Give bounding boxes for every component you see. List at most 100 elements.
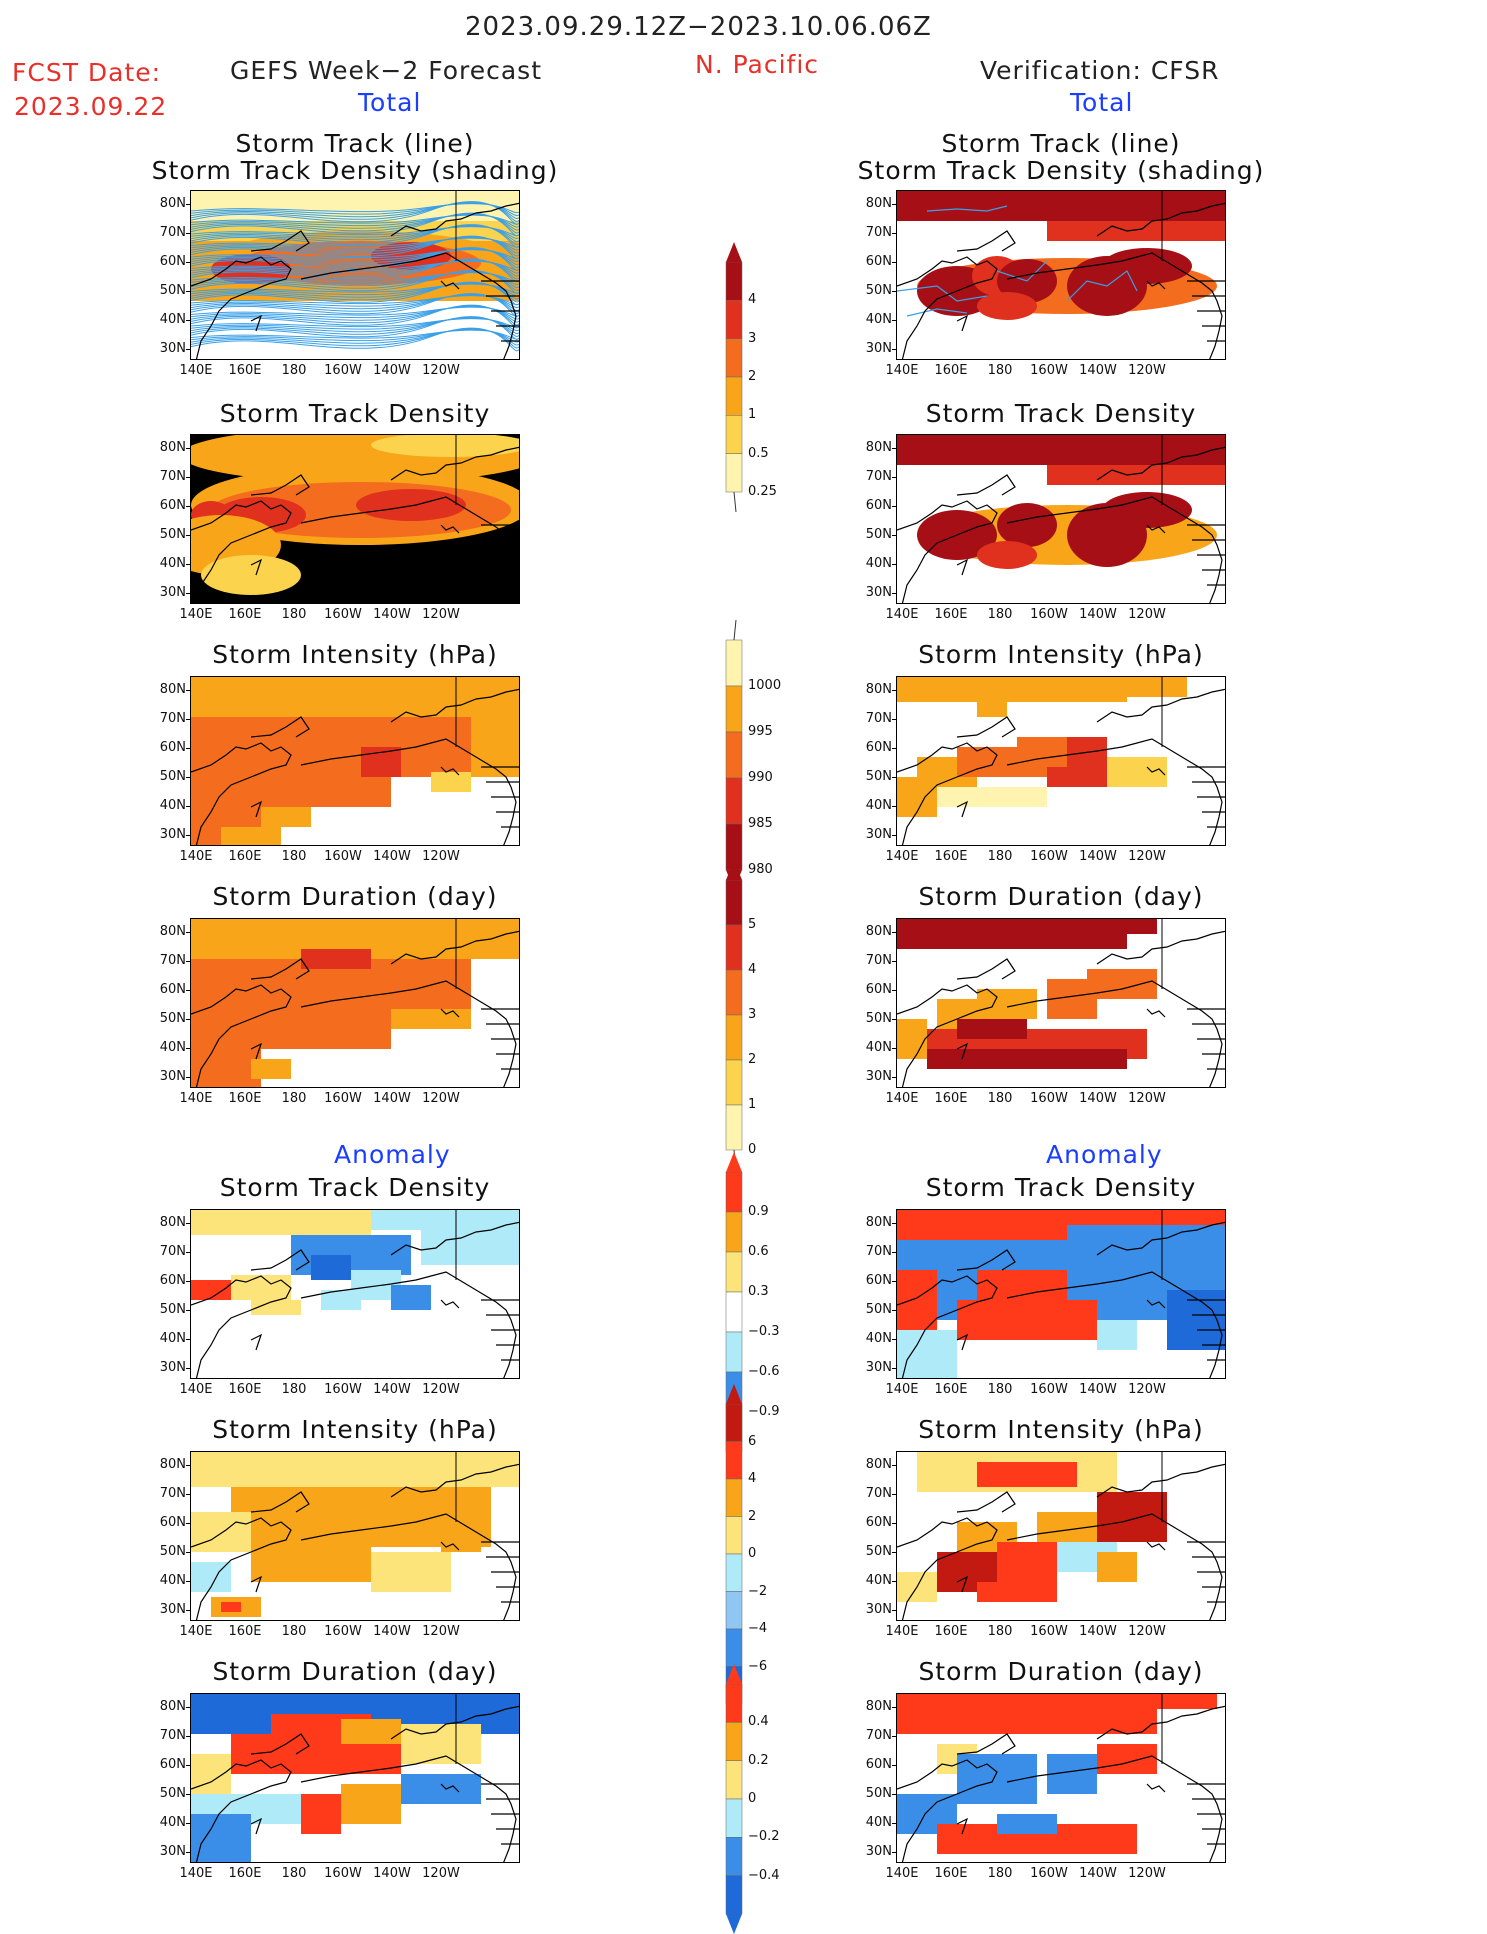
coastline-5: [250, 1042, 263, 1060]
panel-title: Storm Duration (day): [918, 882, 1204, 911]
coastline-4: [1146, 524, 1166, 534]
lat-tick-label: 40N: [865, 556, 892, 571]
lat-tick-label: 80N: [159, 1699, 186, 1714]
fcst-adensity-map: [190, 1209, 520, 1379]
colorbar-segment: [725, 1478, 743, 1517]
lat-tick: [892, 477, 896, 478]
coastline-3: [390, 446, 519, 481]
coastline-6: [1187, 1299, 1225, 1361]
coastline-1: [956, 474, 1016, 496]
lat-tick: [186, 1794, 190, 1795]
lat-tick: [186, 320, 190, 321]
lat-tick-label: 70N: [159, 469, 186, 484]
lat-tick-label: 70N: [159, 953, 186, 968]
coastline-1: [250, 1249, 310, 1271]
lat-tick: [892, 1523, 896, 1524]
lon-tick-label: 160W: [1030, 1624, 1068, 1639]
storm-track-line: [191, 283, 519, 294]
field-cell: [957, 747, 1017, 777]
storm-track-line: [191, 259, 519, 280]
colorbar-arrow-bottom: [726, 1914, 742, 1934]
field-cell: [1097, 1492, 1167, 1542]
lon-tick-label: 140E: [179, 1866, 213, 1881]
lon-tick-label: 120W: [1128, 1866, 1166, 1881]
lat-tick-label: 40N: [865, 1573, 892, 1588]
lon-tick-label: 120W: [1128, 1091, 1166, 1106]
lat-tick: [892, 1736, 896, 1737]
lat-tick: [892, 1610, 896, 1611]
coastline-2: [300, 980, 517, 1087]
lon-tick-label: 120W: [422, 1091, 460, 1106]
colorbar-segment: [725, 415, 743, 454]
colorbar-segment: [725, 1104, 743, 1151]
coastline-3: [390, 1705, 519, 1740]
lat-tick: [186, 506, 190, 507]
coastline-1: [956, 1491, 1016, 1513]
storm-track-line: [191, 283, 519, 297]
colorbar-label: −6: [748, 1658, 768, 1674]
lon-tick-label: 140E: [179, 1091, 213, 1106]
storm-track-line: [191, 318, 519, 329]
field-cell: [897, 1330, 957, 1378]
storm-track-line: [191, 294, 519, 309]
obs-adensity-map: [896, 1209, 1226, 1379]
coastline-4: [440, 1008, 460, 1018]
storm-track-line: [1066, 270, 1138, 302]
coastline-4: [1146, 1008, 1166, 1018]
lat-tick-label: 40N: [865, 1040, 892, 1055]
colorbar-arrow-top: [726, 860, 742, 880]
colorbar-label: −2: [748, 1583, 768, 1599]
lat-tick-label: 40N: [865, 1331, 892, 1346]
coastline-2: [1006, 496, 1223, 603]
lat-tick: [892, 1048, 896, 1049]
colorbar-label: −0.9: [748, 1404, 780, 1419]
storm-track-line: [897, 285, 988, 302]
lon-tick-label: 160W: [324, 363, 362, 378]
lon-tick-label: 160E: [934, 849, 968, 864]
lon-tick-label: 120W: [422, 1866, 460, 1881]
storm-track-line: [191, 224, 519, 248]
fcst-aduration-map: [190, 1693, 520, 1863]
coastline-2: [300, 496, 517, 603]
colorbar-segment: [725, 1331, 743, 1373]
field-cell: [191, 1280, 231, 1300]
colorbar-label: 990: [748, 770, 773, 785]
lat-tick-label: 30N: [865, 1360, 892, 1375]
storm-track-line: [191, 224, 519, 245]
lat-tick-label: 40N: [159, 1040, 186, 1055]
lat-tick-label: 30N: [159, 341, 186, 356]
lon-tick-label: 160W: [1030, 1091, 1068, 1106]
colorbar-label: 3: [748, 1007, 757, 1022]
coastline-1: [250, 716, 310, 738]
panel-title: Storm Track Density (shading): [151, 156, 559, 185]
field-cell: [401, 1724, 481, 1764]
field-cell: [191, 1210, 371, 1235]
field-cell: [1157, 1694, 1217, 1709]
lon-tick-label: 140E: [885, 363, 919, 378]
lat-tick: [186, 690, 190, 691]
lat-tick: [186, 1368, 190, 1369]
lat-tick: [892, 1281, 896, 1282]
field-cell: [191, 1814, 251, 1862]
lat-tick-label: 50N: [865, 527, 892, 542]
storm-track-line: [191, 282, 519, 303]
fcst-date-value: 2023.09.22: [14, 92, 168, 121]
coastline-5: [956, 314, 969, 332]
lat-tick: [892, 1077, 896, 1078]
storm-track-line: [191, 248, 519, 265]
coastline-4: [1146, 280, 1166, 290]
lon-tick-label: 180: [987, 849, 1013, 864]
lat-tick-label: 40N: [159, 312, 186, 327]
coastline-3: [1096, 930, 1225, 965]
coastline-6: [481, 1783, 519, 1845]
panel-title: Storm Track Density: [925, 1173, 1197, 1202]
colorbar-segment: [725, 1059, 743, 1106]
coastline-4: [1146, 1299, 1166, 1309]
lat-tick-label: 50N: [865, 1544, 892, 1559]
colorbar-segment: [725, 1291, 743, 1333]
coastline-0: [191, 256, 292, 359]
coastline-1: [250, 474, 310, 496]
lon-tick-label: 180: [281, 849, 307, 864]
coastline-0: [897, 500, 998, 603]
lon-tick-label: 140W: [1079, 1866, 1117, 1881]
